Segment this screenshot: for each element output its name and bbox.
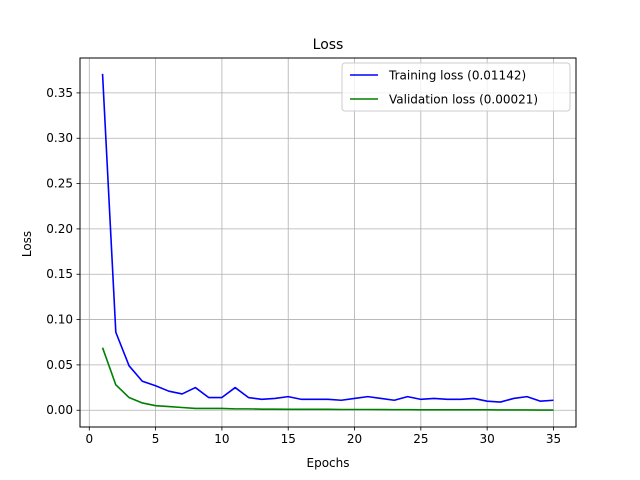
plot-frame	[79, 57, 577, 428]
y-tick-label: 0.10	[46, 313, 73, 327]
legend: Training loss (0.01142) Validation loss (…	[341, 62, 571, 112]
y-tick-label: 0.05	[46, 358, 73, 372]
series-line-1	[101, 347, 554, 411]
y-tick-label: 0.35	[46, 86, 73, 100]
legend-box	[341, 62, 571, 112]
x-tick-label: 30	[480, 432, 495, 446]
x-tick-label: 15	[281, 432, 296, 446]
y-tick-label: 0.20	[46, 222, 73, 236]
grid-lines	[80, 58, 576, 427]
legend-label: Training loss (0.01142)	[388, 69, 526, 83]
x-tick-label: 10	[214, 432, 229, 446]
y-tick-label: 0.30	[46, 131, 73, 145]
y-tick-label: 0.15	[46, 267, 73, 281]
x-axis-label: Epochs	[307, 456, 350, 470]
series-lines	[101, 73, 554, 411]
x-tick-label: 25	[413, 432, 428, 446]
x-axis-ticks: 0 5 10 15 20 25 30 35	[85, 427, 561, 446]
chart-title: Loss	[313, 37, 344, 53]
y-tick-label: 0.25	[46, 177, 73, 191]
series-line-0	[101, 73, 554, 403]
x-tick-label: 20	[347, 432, 362, 446]
legend-label: Validation loss (0.00021)	[389, 93, 538, 107]
x-tick-label: 0	[85, 432, 93, 446]
y-axis-ticks: 0.00 0.05 0.10 0.15 0.20 0.25 0.30 0.35	[46, 86, 80, 417]
y-axis-label: Loss	[20, 231, 34, 257]
x-tick-label: 35	[546, 432, 561, 446]
y-tick-label: 0.00	[46, 403, 73, 417]
x-tick-label: 5	[152, 432, 160, 446]
